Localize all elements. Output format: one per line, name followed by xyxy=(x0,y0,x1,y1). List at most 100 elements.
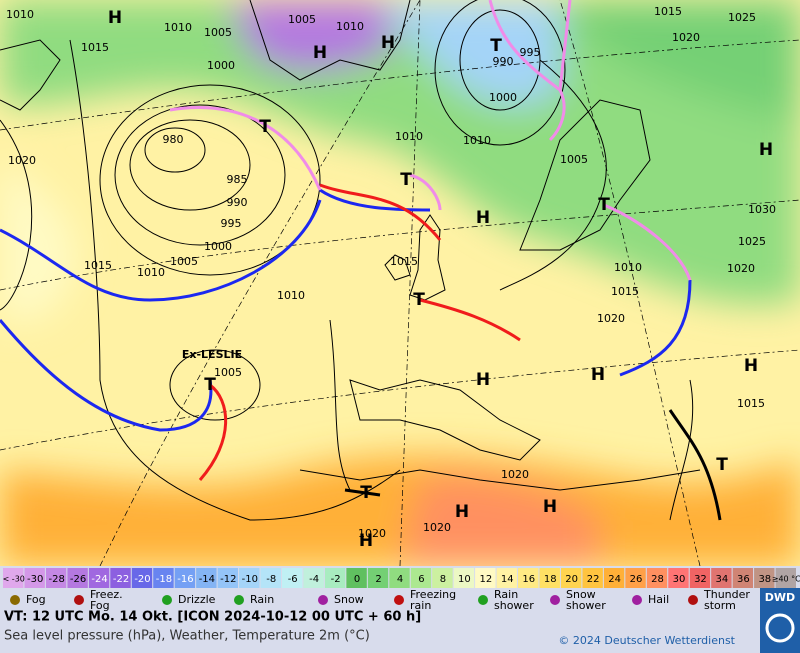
scale-label: 24 xyxy=(608,574,621,585)
weather-icon xyxy=(234,595,244,605)
weather-label: Thunder storm xyxy=(703,588,750,612)
scale-label: -18 xyxy=(156,574,172,585)
weather-label: Fog xyxy=(26,593,46,606)
scale-label: 8 xyxy=(440,574,446,585)
scale-cell xyxy=(646,568,668,588)
scale-cell xyxy=(689,568,711,588)
pressure-label: 1015 xyxy=(390,255,418,268)
weather-label: Rain xyxy=(250,593,274,606)
scale-label: 22 xyxy=(587,574,600,585)
scale-label: -16 xyxy=(177,574,193,585)
weather-icon xyxy=(688,595,698,605)
scale-label: 20 xyxy=(565,574,578,585)
scale-cell xyxy=(711,568,732,588)
pressure-label: 1005 xyxy=(214,366,242,379)
pressure-label: 1000 xyxy=(204,240,232,253)
pressure-label: 1020 xyxy=(501,468,529,481)
weather-label: Snow xyxy=(334,593,364,606)
weather-icon xyxy=(478,595,488,605)
pressure-label: 1025 xyxy=(728,11,756,24)
scale-cell xyxy=(775,568,796,588)
scale-cell xyxy=(346,568,367,588)
pressure-label: 995 xyxy=(520,46,541,59)
logo-text: DWD xyxy=(765,591,795,604)
scale-cell xyxy=(367,568,389,588)
coastlines xyxy=(0,0,701,491)
scale-label: 2 xyxy=(375,574,381,585)
high-label: H xyxy=(591,365,605,385)
weather-icon xyxy=(550,595,560,605)
low-label: T xyxy=(490,36,502,56)
high-label: H xyxy=(543,497,557,517)
scale-cell xyxy=(45,568,67,588)
pressure-label: 1020 xyxy=(727,262,755,275)
scale-label: 26 xyxy=(630,574,643,585)
scale-label: 32 xyxy=(694,574,707,585)
pressure-label: 1010 xyxy=(137,266,165,279)
scale-label: 0 xyxy=(354,574,360,585)
scale-cell xyxy=(131,568,153,588)
pressure-label: 1000 xyxy=(489,91,517,104)
weather-label: Hail xyxy=(648,593,669,606)
weather-icon xyxy=(10,595,20,605)
scale-cell xyxy=(432,568,453,588)
low-label: T xyxy=(716,455,728,475)
pressure-label: 1010 xyxy=(164,21,192,34)
low-label: T xyxy=(598,195,610,215)
pressure-label: 1005 xyxy=(170,255,198,268)
graticule xyxy=(0,0,800,567)
low-label: T xyxy=(413,290,425,310)
pressure-label: 1010 xyxy=(6,8,34,21)
weather-label: Drizzle xyxy=(178,593,216,606)
pressure-label: 995 xyxy=(221,217,242,230)
high-label: H xyxy=(381,33,395,53)
high-label: H xyxy=(476,208,490,228)
pressure-label: 1010 xyxy=(336,20,364,33)
high-label: H xyxy=(108,8,122,28)
weather-icon xyxy=(394,595,404,605)
scale-label: -28 xyxy=(48,574,64,585)
pressure-label: 1030 xyxy=(748,203,776,216)
scale-cell xyxy=(475,568,496,588)
high-label: H xyxy=(759,140,773,160)
scale-cell xyxy=(67,568,88,588)
pressure-label: 1010 xyxy=(277,289,305,302)
pressure-label: 980 xyxy=(163,133,184,146)
valid-time: VT: 12 UTC Mo. 14 Okt. [ICON 2024-10-12 … xyxy=(4,610,421,625)
scale-cell xyxy=(324,568,346,588)
pressure-label: 1015 xyxy=(737,397,765,410)
scale-cell xyxy=(389,568,410,588)
scale-label: ≥40 °C xyxy=(772,575,800,584)
weather-icon xyxy=(74,595,84,605)
scale-label: -2 xyxy=(331,574,341,585)
scale-cell xyxy=(303,568,324,588)
pressure-label: 1020 xyxy=(358,527,386,540)
pressure-label: 1005 xyxy=(560,153,588,166)
weather-label: Freezing rain xyxy=(410,588,456,612)
pressure-label: 1015 xyxy=(81,41,109,54)
scale-label: < -30 xyxy=(3,575,25,584)
low-label: T xyxy=(400,170,412,190)
scale-label: -10 xyxy=(242,574,258,585)
storm-name: Ex-LESLIE xyxy=(182,348,242,361)
pressure-label: 1015 xyxy=(611,285,639,298)
copyright: © 2024 Deutscher Wetterdienst xyxy=(558,634,735,647)
pressure-label: 1015 xyxy=(84,259,112,272)
scale-cell xyxy=(410,568,432,588)
pressure-label: 990 xyxy=(493,55,514,68)
pressure-label: 1020 xyxy=(8,154,36,167)
scale-label: 38 xyxy=(758,574,771,585)
high-label: H xyxy=(744,356,758,376)
logo-swirl xyxy=(765,613,795,643)
scale-cell xyxy=(239,568,260,588)
weather-icon xyxy=(318,595,328,605)
scale-label: 14 xyxy=(501,574,514,585)
low-label: T xyxy=(259,117,271,137)
weather-label: Freez. Fog xyxy=(90,588,123,612)
fronts xyxy=(0,0,722,521)
scale-cell xyxy=(625,568,646,588)
scale-cell xyxy=(24,568,45,588)
high-label: H xyxy=(359,531,373,551)
pressure-label: 1010 xyxy=(395,130,423,143)
